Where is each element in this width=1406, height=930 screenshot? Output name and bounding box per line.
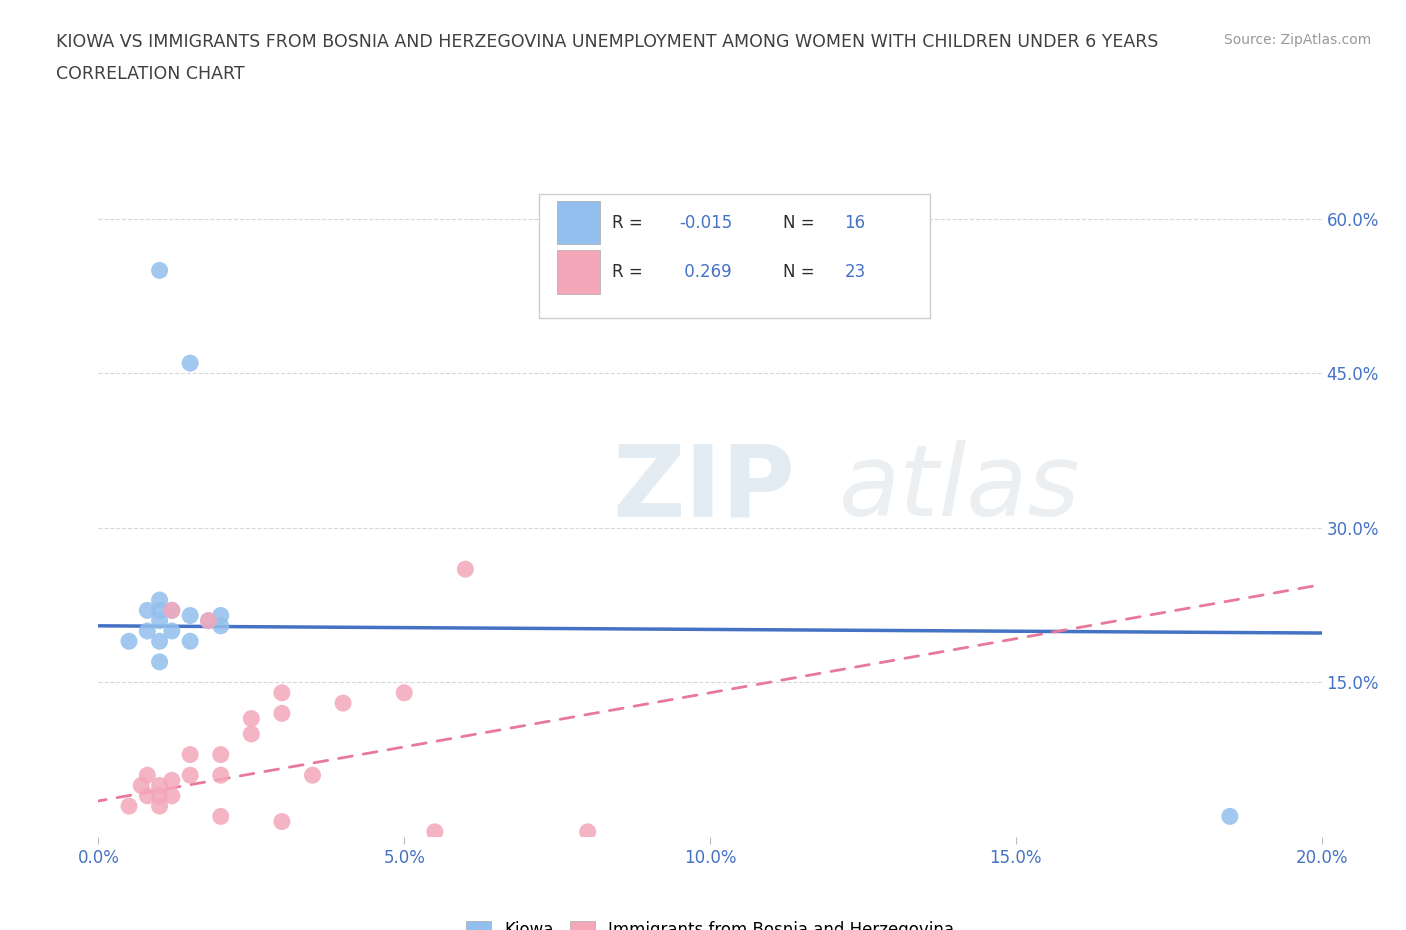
Point bbox=[270, 706, 292, 721]
Point bbox=[1219, 809, 1241, 824]
Point bbox=[197, 613, 219, 628]
Text: KIOWA VS IMMIGRANTS FROM BOSNIA AND HERZEGOVINA UNEMPLOYMENT AMONG WOMEN WITH CH: KIOWA VS IMMIGRANTS FROM BOSNIA AND HERZ… bbox=[56, 33, 1159, 50]
Point bbox=[270, 685, 292, 700]
Point bbox=[209, 809, 232, 824]
Point bbox=[209, 768, 232, 783]
Text: -0.015: -0.015 bbox=[679, 214, 733, 232]
Point bbox=[454, 562, 477, 577]
Point bbox=[209, 608, 232, 623]
FancyBboxPatch shape bbox=[557, 250, 600, 294]
Point bbox=[149, 789, 172, 804]
Point bbox=[149, 778, 172, 793]
Point bbox=[209, 747, 232, 762]
Point bbox=[270, 814, 292, 829]
Point bbox=[129, 778, 152, 793]
Point bbox=[240, 711, 263, 726]
Point bbox=[332, 696, 354, 711]
Point bbox=[149, 603, 172, 618]
Text: ZIP: ZIP bbox=[612, 440, 794, 538]
Point bbox=[240, 726, 263, 741]
Point bbox=[423, 824, 446, 839]
Text: R =: R = bbox=[612, 214, 643, 232]
Text: CORRELATION CHART: CORRELATION CHART bbox=[56, 65, 245, 83]
Point bbox=[118, 799, 141, 814]
Point bbox=[149, 592, 172, 607]
Point bbox=[149, 613, 172, 628]
Text: 23: 23 bbox=[845, 263, 866, 281]
Point bbox=[179, 747, 201, 762]
Point bbox=[179, 768, 201, 783]
Text: atlas: atlas bbox=[838, 440, 1080, 538]
Point bbox=[136, 623, 159, 638]
FancyBboxPatch shape bbox=[538, 194, 931, 318]
Point bbox=[136, 789, 159, 804]
Point bbox=[179, 634, 201, 649]
Point bbox=[136, 768, 159, 783]
Text: 0.269: 0.269 bbox=[679, 263, 733, 281]
Text: Source: ZipAtlas.com: Source: ZipAtlas.com bbox=[1223, 33, 1371, 46]
Point bbox=[576, 824, 599, 839]
Legend: Kiowa, Immigrants from Bosnia and Herzegovina: Kiowa, Immigrants from Bosnia and Herzeg… bbox=[457, 912, 963, 930]
FancyBboxPatch shape bbox=[557, 201, 600, 245]
Point bbox=[149, 263, 172, 278]
Point bbox=[179, 355, 201, 370]
Point bbox=[197, 613, 219, 628]
Point bbox=[160, 603, 183, 618]
Point bbox=[160, 789, 183, 804]
Text: 16: 16 bbox=[845, 214, 866, 232]
Point bbox=[149, 799, 172, 814]
Point bbox=[160, 773, 183, 788]
Point bbox=[209, 618, 232, 633]
Text: N =: N = bbox=[783, 263, 815, 281]
Point bbox=[118, 634, 141, 649]
Point bbox=[149, 634, 172, 649]
Point bbox=[301, 768, 323, 783]
Point bbox=[179, 608, 201, 623]
Text: R =: R = bbox=[612, 263, 643, 281]
Point bbox=[136, 603, 159, 618]
Text: N =: N = bbox=[783, 214, 815, 232]
Point bbox=[160, 623, 183, 638]
Point bbox=[149, 655, 172, 670]
Point bbox=[392, 685, 416, 700]
Point bbox=[160, 603, 183, 618]
